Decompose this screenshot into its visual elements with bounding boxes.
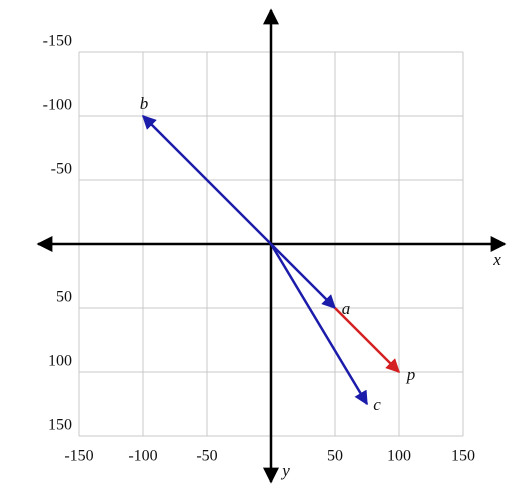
x-tick-label: -50 (196, 448, 217, 465)
y-tick-label: -150 (43, 33, 72, 50)
x-axis-label: x (492, 250, 501, 269)
vector (270, 243, 336, 309)
vector (269, 243, 369, 406)
y-axis-label: y (280, 461, 290, 480)
y-tick-label: 150 (48, 417, 72, 434)
y-tick-label: -50 (51, 161, 72, 178)
vector-label: c (373, 395, 381, 414)
x-tick-label: -150 (64, 448, 93, 465)
x-tick-label: 150 (451, 448, 475, 465)
y-tick-label: -100 (43, 97, 72, 114)
x-tick-label: 100 (387, 448, 411, 465)
vector (142, 115, 272, 245)
vector-label: p (406, 365, 416, 384)
y-tick-label: 100 (48, 353, 72, 370)
y-tick-label: 50 (56, 289, 72, 306)
vector-label: b (140, 94, 149, 113)
x-tick-label: -100 (128, 448, 157, 465)
vector (334, 307, 400, 373)
vector-label: a (342, 299, 351, 318)
x-tick-label: 50 (327, 448, 343, 465)
